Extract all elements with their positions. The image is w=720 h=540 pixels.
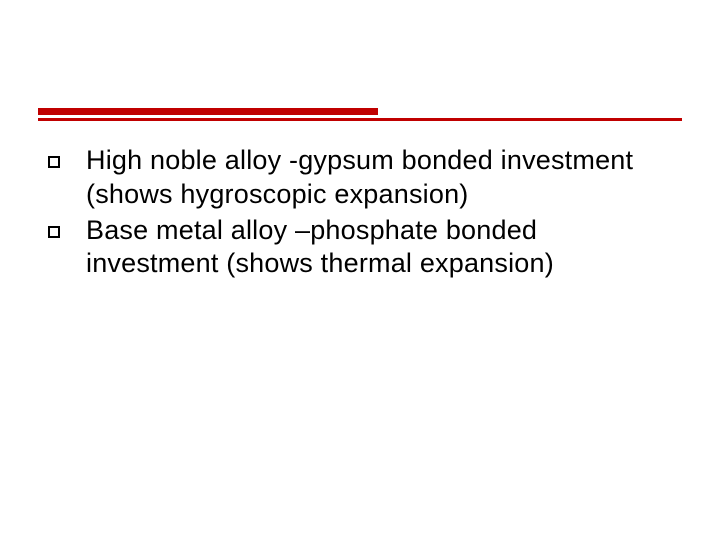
title-rule xyxy=(38,108,682,121)
square-bullet-icon xyxy=(48,226,60,238)
title-rule-thin xyxy=(38,118,682,121)
list-item-text: High noble alloy -gypsum bonded investme… xyxy=(86,144,664,212)
slide: High noble alloy -gypsum bonded investme… xyxy=(0,0,720,540)
square-bullet-icon xyxy=(48,156,60,168)
title-rule-thick xyxy=(38,108,378,115)
list-item: High noble alloy -gypsum bonded investme… xyxy=(44,144,664,212)
list-item-text: Base metal alloy –phosphate bonded inves… xyxy=(86,214,664,282)
list-item: Base metal alloy –phosphate bonded inves… xyxy=(44,214,664,282)
bullet-list: High noble alloy -gypsum bonded investme… xyxy=(44,144,664,283)
